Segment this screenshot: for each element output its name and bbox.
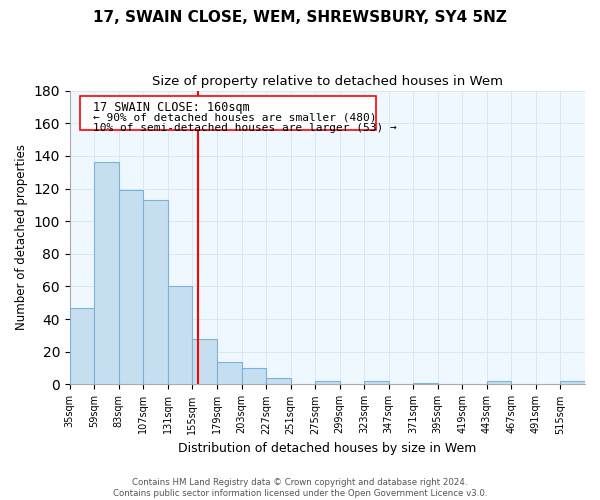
Text: 17, SWAIN CLOSE, WEM, SHREWSBURY, SY4 5NZ: 17, SWAIN CLOSE, WEM, SHREWSBURY, SY4 5N… [93,10,507,25]
Bar [94,162,119,384]
Text: 17 SWAIN CLOSE: 160sqm: 17 SWAIN CLOSE: 160sqm [93,101,250,114]
Bar [80,96,376,130]
Bar [168,286,193,384]
Bar [266,378,290,384]
Bar [487,381,511,384]
Bar [315,381,340,384]
Bar [242,368,266,384]
Text: Contains HM Land Registry data © Crown copyright and database right 2024.
Contai: Contains HM Land Registry data © Crown c… [113,478,487,498]
Bar [413,383,438,384]
Y-axis label: Number of detached properties: Number of detached properties [15,144,28,330]
Text: ← 90% of detached houses are smaller (480): ← 90% of detached houses are smaller (48… [93,112,376,122]
Bar [364,381,389,384]
X-axis label: Distribution of detached houses by size in Wem: Distribution of detached houses by size … [178,442,476,455]
Bar [143,200,168,384]
Text: 10% of semi-detached houses are larger (53) →: 10% of semi-detached houses are larger (… [93,123,397,133]
Bar [70,308,94,384]
Bar [119,190,143,384]
Bar [217,362,242,384]
Bar [193,338,217,384]
Bar [560,381,585,384]
Title: Size of property relative to detached houses in Wem: Size of property relative to detached ho… [152,75,503,88]
